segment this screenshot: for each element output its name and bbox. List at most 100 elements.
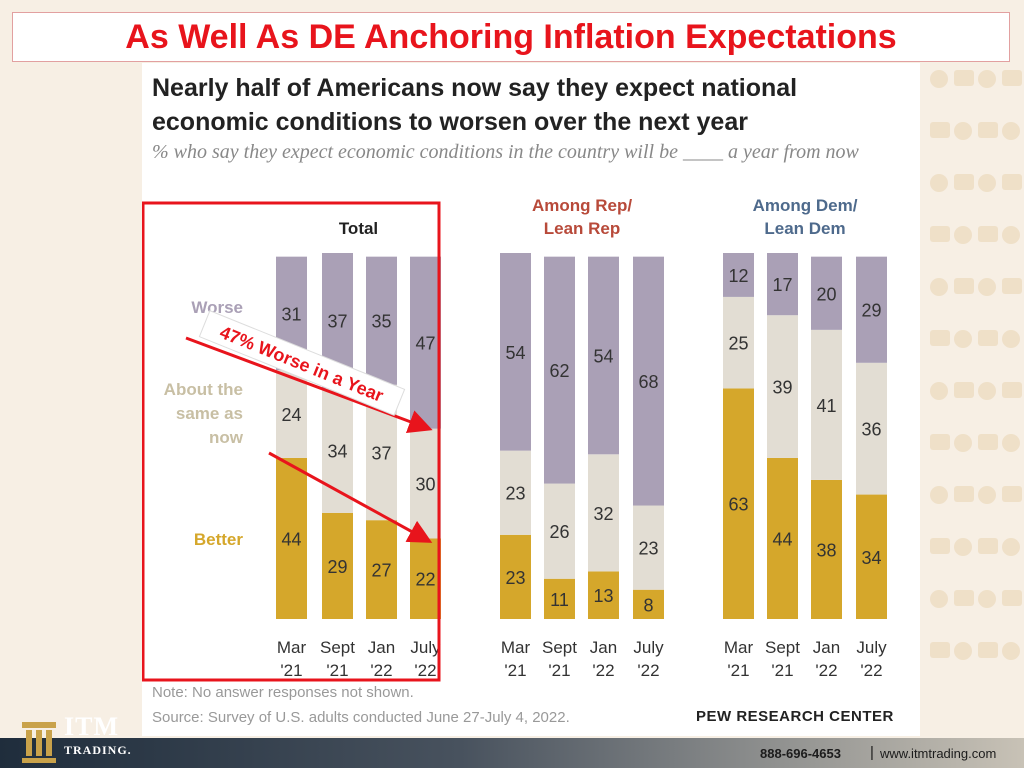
data-label: 12: [728, 266, 748, 286]
bar-segment: [500, 450, 531, 535]
data-label: 44: [772, 529, 792, 549]
data-label: 23: [505, 484, 525, 504]
bar-segment: [366, 256, 397, 385]
x-tick-label: Sept: [542, 638, 577, 657]
data-label: 34: [327, 442, 347, 462]
data-label: 34: [861, 548, 881, 568]
data-label: 68: [638, 372, 658, 392]
logo-name: ITM: [64, 712, 119, 741]
legend-same: same as: [176, 404, 243, 423]
logo-sub: TRADING.: [64, 743, 132, 757]
bar-segment: [544, 256, 575, 484]
data-label: 30: [415, 475, 435, 495]
data-label: 36: [861, 420, 881, 440]
bar-segment: [811, 329, 842, 480]
panel-title: Lean Rep: [544, 219, 621, 238]
data-label: 31: [281, 304, 301, 324]
footer-phone: 888-696-4653: [760, 746, 841, 761]
itm-logo-icon: [22, 722, 56, 763]
x-tick-label: '22: [414, 661, 436, 680]
x-tick-label: '22: [370, 661, 392, 680]
data-label: 23: [505, 568, 525, 588]
bar-segment: [410, 428, 441, 539]
data-label: 62: [549, 361, 569, 381]
bar-segment: [856, 494, 887, 619]
footer-separator: |: [870, 744, 874, 761]
bar-segment: [588, 454, 619, 572]
x-tick-label: Mar: [724, 638, 754, 657]
x-tick-label: July: [856, 638, 887, 657]
footer-website[interactable]: www.itmtrading.com: [880, 746, 997, 761]
data-label: 41: [816, 396, 836, 416]
panel-title: Lean Dem: [764, 219, 845, 238]
slide-title-box: As Well As DE Anchoring Inflation Expect…: [12, 12, 1010, 62]
bar-segment: [633, 589, 664, 619]
bar-segment: [811, 479, 842, 619]
data-label: 11: [550, 590, 569, 610]
data-label: 29: [327, 557, 347, 577]
panel-title: Total: [339, 219, 378, 238]
x-tick-label: '21: [771, 661, 793, 680]
x-tick-label: July: [633, 638, 664, 657]
bar-segment: [500, 253, 531, 451]
bar-segment: [856, 256, 887, 363]
bar-segment: [588, 256, 619, 455]
bar-segment: [544, 483, 575, 579]
chart-note: Note: No answer responses not shown.: [152, 684, 414, 701]
bar-segment: [767, 315, 798, 458]
x-tick-label: Jan: [813, 638, 840, 657]
data-label: 44: [281, 529, 301, 549]
data-label: 54: [505, 343, 525, 363]
data-label: 37: [371, 443, 391, 463]
legend-same: now: [209, 428, 244, 447]
data-label: 26: [549, 522, 569, 542]
data-label: 17: [772, 275, 792, 295]
x-tick-label: '22: [860, 661, 882, 680]
data-label: 32: [593, 504, 613, 524]
legend-worse: Worse: [191, 298, 243, 317]
bar-segment: [811, 256, 842, 330]
x-tick-label: Sept: [320, 638, 355, 657]
x-tick-label: '22: [592, 661, 614, 680]
x-tick-label: Jan: [368, 638, 395, 657]
total-highlight-box: [142, 201, 441, 682]
bar-segment: [410, 256, 441, 429]
panel-title: Among Rep/: [532, 196, 632, 215]
data-label: 54: [593, 346, 613, 366]
legend-better: Better: [194, 530, 244, 549]
bar-segment: [723, 388, 754, 619]
bar-segment: [856, 362, 887, 495]
chart-source: Source: Survey of U.S. adults conducted …: [152, 709, 570, 726]
data-label: 13: [593, 586, 613, 606]
bar-segment: [544, 578, 575, 619]
x-tick-label: '21: [504, 661, 526, 680]
chart-subtitle: % who say they expect economic condition…: [152, 141, 859, 163]
footer-bar: [0, 738, 1024, 768]
bar-segment: [723, 296, 754, 389]
data-label: 23: [638, 539, 658, 559]
stacked-bar-chart: Total 44 24 31 Mar '21 29 34 37 Sept '21 27 37 35 Jan '…: [142, 196, 887, 682]
bar-segment: [723, 253, 754, 297]
bar-segment: [410, 538, 441, 619]
data-label: 22: [415, 570, 435, 590]
slide-title: As Well As DE Anchoring Inflation Expect…: [125, 18, 897, 56]
data-label: 24: [281, 405, 301, 425]
x-tick-label: July: [410, 638, 441, 657]
data-label: 47: [415, 334, 435, 354]
bar-segment: [588, 571, 619, 619]
x-tick-label: '22: [815, 661, 837, 680]
bar-segment: [767, 457, 798, 619]
x-tick-label: '21: [280, 661, 302, 680]
chart-card: Nearly half of Americans now say they ex…: [142, 63, 920, 736]
bar-segment: [322, 512, 353, 619]
bar-segment: [633, 256, 664, 506]
bar-segment: [276, 370, 307, 458]
callout-arrow-worse: [185, 336, 433, 433]
data-label: 37: [327, 312, 347, 332]
background-pattern: [926, 64, 1024, 684]
x-tick-label: '21: [727, 661, 749, 680]
data-label: 25: [728, 334, 748, 354]
x-tick-label: '21: [326, 661, 348, 680]
panel-title: Among Dem/: [753, 196, 858, 215]
data-label: 20: [816, 284, 836, 304]
